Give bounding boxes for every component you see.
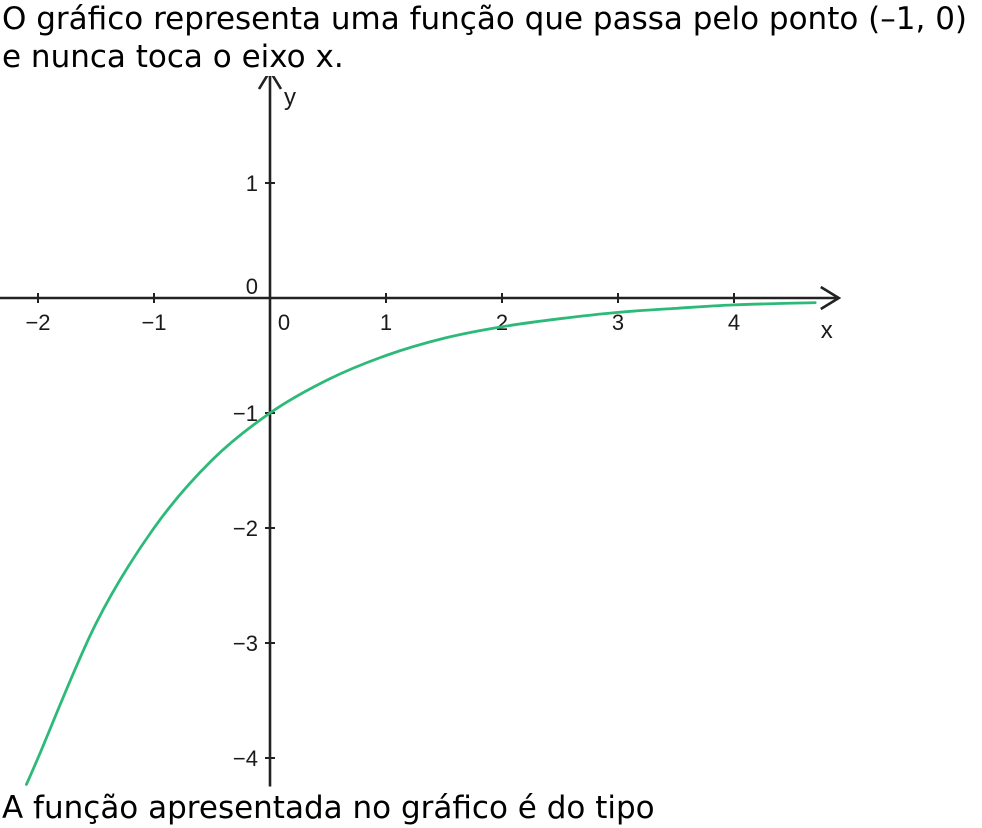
y-tick-label: −3 bbox=[233, 631, 258, 656]
x-tick-label: 2 bbox=[496, 310, 508, 335]
x-tick-label: 4 bbox=[728, 310, 740, 335]
y-axis-label: y bbox=[284, 84, 296, 111]
x-tick-label: −2 bbox=[25, 310, 50, 335]
x-tick-label: 3 bbox=[612, 310, 624, 335]
axes bbox=[0, 76, 842, 787]
y-tick-label: −4 bbox=[233, 746, 258, 771]
y-axis-arrow bbox=[257, 76, 283, 90]
function-curve bbox=[25, 301, 817, 786]
x-tick-label: 1 bbox=[380, 310, 392, 335]
y-tick-label: −2 bbox=[233, 516, 258, 541]
y-tick-label: 0 bbox=[246, 274, 258, 299]
x-axis-arrow bbox=[820, 285, 842, 311]
y-tick-label: 1 bbox=[246, 171, 258, 196]
y-tick-label: −1 bbox=[233, 401, 258, 426]
question-footer: A função apresentada no gráfico é do tip… bbox=[2, 790, 655, 826]
curve-layer bbox=[25, 301, 817, 786]
function-graph: −2 −1 0 1 2 3 4 1 0 −1 −2 −3 −4 x y bbox=[0, 76, 842, 787]
ticks: −2 −1 0 1 2 3 4 1 0 −1 −2 −3 −4 bbox=[25, 171, 740, 771]
x-tick-label: 0 bbox=[278, 310, 290, 335]
x-tick-label: −1 bbox=[141, 310, 166, 335]
x-axis-label: x bbox=[821, 317, 833, 344]
question-intro: O gráfico representa uma função que pass… bbox=[2, 1, 968, 75]
